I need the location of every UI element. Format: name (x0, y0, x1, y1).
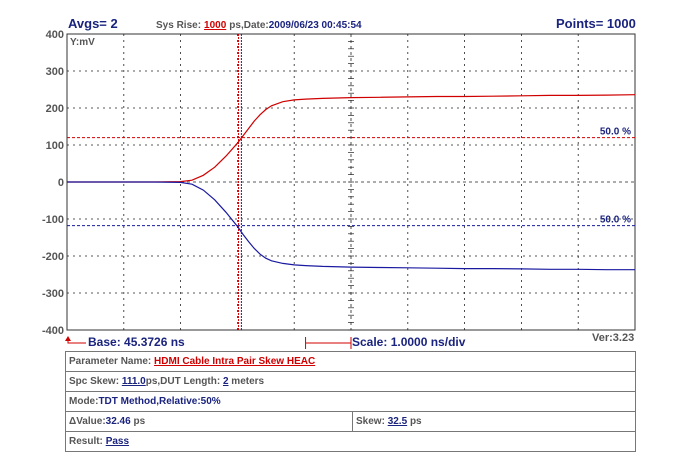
spc-skew-row: Spc Skew: 111.0ps,DUT Length: 2 meters (65, 371, 636, 392)
y-tick-label: 100 (46, 140, 64, 152)
delta-value-label: Value: (76, 416, 106, 427)
parameter-row: Parameter Name: HDMI Cable Intra Pair Sk… (65, 351, 636, 372)
points-label: Points= 1000 (556, 16, 636, 31)
spc-skew-label: Spc Skew: (69, 376, 120, 387)
date-value: 2009/06/23 00:45:54 (268, 20, 362, 31)
y-tick-label: 300 (46, 66, 64, 78)
result-label: Result: (69, 436, 103, 447)
delta-icon: Δ (69, 416, 77, 427)
dut-length-value[interactable]: 2 (222, 376, 229, 387)
y-tick-label: -300 (42, 288, 64, 300)
version-label: Ver:3.23 (592, 332, 635, 344)
y-tick-label: 400 (46, 29, 64, 41)
y-axis-label: Y:mV (70, 37, 95, 48)
skew-value[interactable]: 32.5 (387, 416, 408, 427)
mode-cell: Mode:TDT Method,Relative:50% (65, 391, 636, 412)
sys-rise-label: Sys Rise: (156, 20, 202, 31)
y-tick-label: -400 (42, 325, 64, 337)
sys-rise-info: Sys Rise: 1000 ps,Date:2009/06/23 00:45:54 (156, 20, 362, 31)
parameter-label: Parameter Name: (69, 356, 152, 367)
threshold-label-blue: 50.0 % (600, 215, 631, 226)
result-cell: Result: Pass (65, 431, 636, 452)
avgs-label: Avgs= 2 (68, 16, 118, 31)
spc-skew-cell: Spc Skew: 111.0ps,DUT Length: 2 meters (65, 371, 636, 392)
y-tick-label: 0 (58, 177, 64, 189)
scale-label: Scale: 1.0000 ns/div (352, 335, 466, 349)
base-arrow-icon (65, 336, 71, 341)
base-label: Base: 45.3726 ns (88, 335, 185, 349)
delta-value-cell: ΔValue:32.46 ps (65, 411, 353, 432)
delta-value: 32.46 (105, 416, 131, 427)
result-value[interactable]: Pass (105, 436, 130, 447)
series-line-red (67, 94, 636, 183)
spc-skew-value[interactable]: 111.0 (121, 376, 146, 387)
mode-label: Mode: (69, 396, 99, 407)
y-tick-label: -200 (42, 251, 64, 263)
y-tick-label: 200 (46, 103, 64, 115)
parameter-cell: Parameter Name: HDMI Cable Intra Pair Sk… (65, 351, 636, 372)
threshold-label-red: 50.0 % (600, 127, 631, 138)
dut-length-unit: meters (231, 376, 265, 387)
skew-unit: ps (409, 416, 422, 427)
skew-cell: Skew: 32.5 ps (352, 411, 636, 432)
parameter-table: Parameter Name: HDMI Cable Intra Pair Sk… (65, 351, 636, 452)
parameter-value[interactable]: HDMI Cable Intra Pair Skew HEAC (154, 356, 316, 367)
mode-row: Mode:TDT Method,Relative:50% (65, 391, 636, 412)
delta-value-unit: ps (133, 416, 146, 427)
date-label: ps,Date: (229, 20, 269, 31)
mode-value: TDT Method,Relative:50% (98, 396, 221, 407)
result-row: Result: Pass (65, 431, 636, 452)
sys-rise-value[interactable]: 1000 (204, 20, 227, 31)
y-tick-label: -100 (42, 214, 64, 226)
dut-length-label: ps,DUT Length: (145, 376, 221, 387)
skew-label: Skew: (356, 416, 385, 427)
series-line-blue (67, 181, 635, 271)
value-skew-row: ΔValue:32.46 ps Skew: 32.5 ps (65, 411, 636, 432)
